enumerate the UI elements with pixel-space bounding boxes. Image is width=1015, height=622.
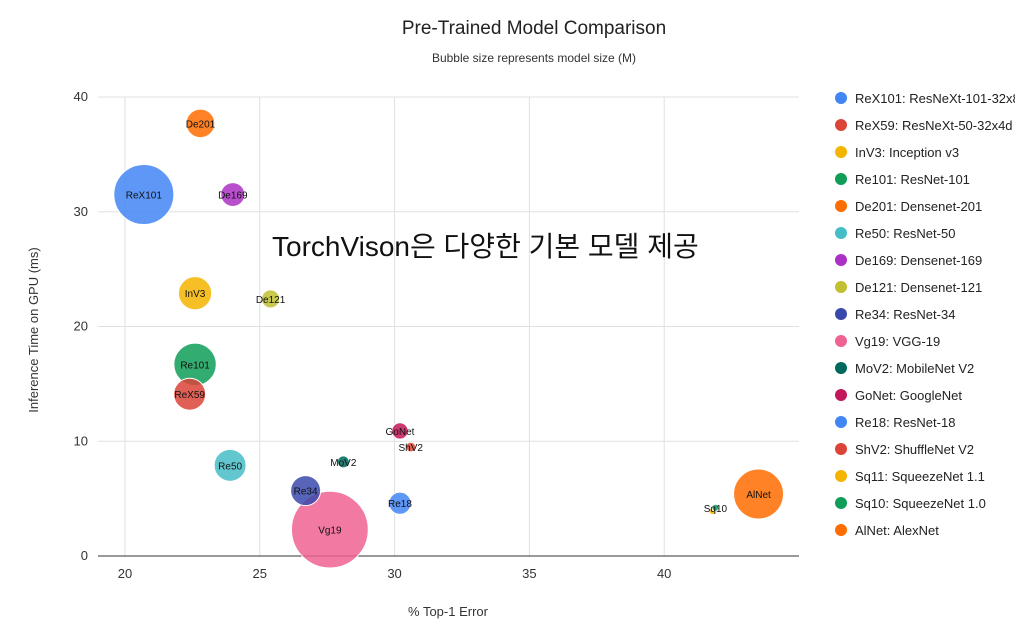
legend-swatch-vg19 — [835, 335, 847, 347]
chart-title: Pre-Trained Model Comparison — [402, 18, 666, 39]
y-tick-label: 10 — [74, 433, 88, 448]
legend-swatch-sq10 — [835, 497, 847, 509]
legend-swatch-re101 — [835, 173, 847, 185]
bubble-label-gonet: GoNet — [386, 427, 415, 438]
legend-swatch-alnet — [835, 524, 847, 536]
x-tick-label: 25 — [253, 566, 267, 581]
bubble-sq10[interactable] — [711, 503, 720, 512]
x-tick-label: 20 — [118, 566, 132, 581]
y-tick-label: 30 — [74, 204, 88, 219]
legend-swatch-de169 — [835, 254, 847, 266]
bubble-label-vg19: Vg19 — [318, 526, 342, 537]
bubble-label-alnet: AlNet — [746, 490, 771, 501]
legend-swatch-inv3 — [835, 146, 847, 158]
x-tick-label: 30 — [387, 566, 401, 581]
legend-swatch-re50 — [835, 227, 847, 239]
bubble-rex59[interactable] — [173, 377, 207, 411]
bubble-label-de201: De201 — [186, 119, 216, 130]
bubble-label-rex101: ReX101 — [126, 191, 163, 202]
legend-swatch-rex59 — [835, 119, 847, 131]
bubble-rex101[interactable] — [113, 164, 175, 226]
legend-item-rex59[interactable]: ReX59: ResNeXt-50-32x4d — [855, 118, 1013, 133]
bubble-label-mov2: MoV2 — [330, 458, 357, 469]
bubble-mov2[interactable] — [336, 455, 350, 469]
y-tick-label: 20 — [74, 319, 88, 334]
legend-swatch-shv2 — [835, 443, 847, 455]
bubble-label-de169: De169 — [218, 191, 248, 202]
legend-swatch-gonet — [835, 389, 847, 401]
legend-item-re18[interactable]: Re18: ResNet-18 — [855, 415, 955, 430]
legend-item-de169[interactable]: De169: Densenet-169 — [855, 253, 982, 268]
legend: ReX101: ResNeXt-101-32x8d ReX59: ResNeXt-… — [835, 91, 1015, 538]
legend-item-de121[interactable]: De121: Densenet-121 — [855, 280, 982, 295]
legend-swatch-mov2 — [835, 362, 847, 374]
legend-item-shv2[interactable]: ShV2: ShuffleNet V2 — [855, 442, 974, 457]
bubble-label-rex59: ReX59 — [174, 390, 205, 401]
bubble-layer — [113, 108, 785, 569]
legend-item-sq10[interactable]: Sq10: SqueezeNet 1.0 — [855, 496, 986, 511]
bubble-re18[interactable] — [388, 491, 412, 515]
bubble-de201[interactable] — [185, 108, 216, 139]
legend-swatch-de201 — [835, 200, 847, 212]
y-tick-label: 0 — [81, 548, 88, 563]
legend-item-gonet[interactable]: GoNet: GoogleNet — [855, 388, 962, 403]
bubble-label-re50: Re50 — [218, 461, 242, 472]
chart-subtitle: Bubble size represents model size (M) — [432, 51, 636, 65]
x-tick-label: 35 — [522, 566, 536, 581]
y-tick-label: 40 — [74, 89, 88, 104]
x-axis-ticks: 20 25 30 35 40 — [118, 566, 672, 581]
bubble-label-de121: De121 — [256, 295, 286, 306]
bubble-alnet[interactable] — [733, 468, 785, 520]
legend-item-rex101[interactable]: ReX101: ResNeXt-101-32x8d — [855, 91, 1015, 106]
bubble-de169[interactable] — [220, 182, 246, 208]
bubble-re34[interactable] — [290, 475, 322, 507]
bubble-gonet[interactable] — [391, 422, 409, 440]
bubble-shv2[interactable] — [405, 441, 417, 453]
legend-item-sq11[interactable]: Sq11: SqueezeNet 1.1 — [855, 469, 985, 484]
x-axis-label: % Top-1 Error — [408, 604, 489, 619]
overlay-caption: TorchVison은 다양한 기본 모델 제공 — [272, 231, 699, 262]
legend-item-re101[interactable]: Re101: ResNet-101 — [855, 172, 970, 187]
legend-item-mov2[interactable]: MoV2: MobileNet V2 — [855, 361, 974, 376]
bubble-label-inv3: InV3 — [185, 289, 206, 300]
legend-item-inv3[interactable]: InV3: Inception v3 — [855, 145, 959, 160]
legend-swatch-re34 — [835, 308, 847, 320]
bubble-label-layer: ReX101 ReX59 InV3 Re101 De201 Re50 De169 De121 R… — [126, 119, 771, 536]
bubble-de121[interactable] — [261, 289, 281, 309]
legend-item-alnet[interactable]: AlNet: AlexNet — [855, 523, 939, 538]
bubble-re50[interactable] — [213, 448, 247, 482]
legend-item-vg19[interactable]: Vg19: VGG-19 — [855, 334, 940, 349]
bubble-inv3[interactable] — [177, 276, 213, 311]
legend-swatch-sq11 — [835, 470, 847, 482]
legend-swatch-de121 — [835, 281, 847, 293]
legend-swatch-re18 — [835, 416, 847, 428]
bubble-label-shv2: ShV2 — [399, 443, 424, 454]
legend-swatch-rex101 — [835, 92, 847, 104]
bubble-vg19[interactable] — [290, 490, 369, 569]
y-axis-ticks: 0 10 20 30 40 — [74, 89, 88, 563]
bubble-label-re34: Re34 — [294, 487, 318, 498]
legend-item-de201[interactable]: De201: Densenet-201 — [855, 199, 982, 214]
bubble-label-re18: Re18 — [388, 499, 412, 510]
bubble-label-sq10: Sq10 — [704, 504, 728, 515]
y-axis-label: Inference Time on GPU (ms) — [26, 247, 41, 412]
legend-item-re50[interactable]: Re50: ResNet-50 — [855, 226, 955, 241]
legend-item-re34[interactable]: Re34: ResNet-34 — [855, 307, 955, 322]
grid-lines — [98, 96, 799, 557]
x-tick-label: 40 — [657, 566, 671, 581]
bubble-label-re101: Re101 — [180, 360, 210, 371]
